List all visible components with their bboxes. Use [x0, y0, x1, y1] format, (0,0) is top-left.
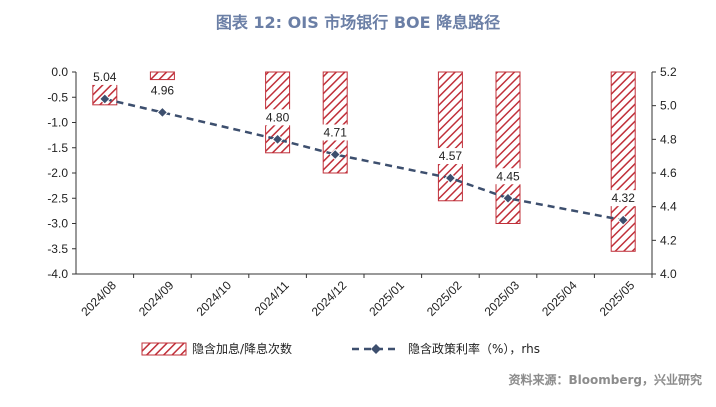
x-tick-label-2024/09: 2024/09	[136, 278, 177, 319]
x-tick-label-2024/10: 2024/10	[194, 278, 235, 319]
y-right-tick-label: 4.8	[660, 132, 677, 146]
y-left-tick-label: -2.0	[47, 166, 68, 180]
data-label-bg	[318, 124, 353, 141]
y-right-tick-label: 5.0	[660, 99, 677, 113]
data-label-2024/08: 5.04	[93, 70, 117, 84]
y-right-tick-label: 4.6	[660, 166, 677, 180]
y-left-tick-label: -3.5	[47, 242, 68, 256]
data-label-2025/02: 4.57	[439, 149, 463, 163]
data-label-2025/05: 4.32	[612, 191, 636, 205]
y-left-tick-label: -2.5	[47, 191, 68, 205]
figure-title: 图表 12: OIS 市场银行 BOE 降息路径	[215, 13, 501, 32]
data-label-bg	[433, 148, 468, 165]
line-layer	[99, 93, 629, 226]
source-note: 资料来源：Bloomberg，兴业研究	[508, 373, 703, 387]
legend-line-marker	[371, 344, 381, 354]
x-tick-label-2025/04: 2025/04	[539, 278, 580, 319]
y-right-tick-label: 5.2	[660, 65, 677, 79]
policy-rate-marker-2025/03	[502, 192, 514, 204]
legend-line-label: 隐含政策利率（%），rhs	[408, 341, 540, 356]
y-right-tick-label: 4.2	[660, 233, 677, 247]
legend: 隐含加息/降息次数 隐含政策利率（%），rhs	[141, 341, 540, 356]
bar-2025/03	[495, 71, 521, 224]
x-tick-label-2025/03: 2025/03	[482, 278, 523, 319]
data-label-bg	[491, 168, 525, 185]
x-tick-label-2024/12: 2024/12	[309, 278, 350, 319]
bar-2024/09	[149, 71, 175, 81]
y-left-tick-label: -4.0	[47, 267, 68, 281]
data-label-bg	[87, 68, 122, 85]
labels-layer: 5.04 4.96 4.80 4.71 4.57 4.45 4.32	[87, 68, 641, 207]
y-left-tick-label: -0.5	[47, 90, 68, 104]
y-left-tick-label: -1.5	[47, 141, 68, 155]
policy-rate-line	[104, 97, 624, 222]
data-label-2024/09: 4.96	[151, 83, 175, 97]
x-tick-label-2025/05: 2025/05	[597, 278, 638, 319]
policy-rate-marker-2024/08	[99, 93, 111, 105]
y-left-tick-label: -3.0	[47, 217, 68, 231]
policy-rate-marker-2025/02	[444, 172, 457, 184]
policy-rate-marker-2024/09	[156, 106, 169, 119]
x-tick-label-2024/11: 2024/11	[252, 278, 292, 318]
data-label-bg	[260, 109, 295, 126]
policy-rate-marker-2025/05	[617, 214, 629, 226]
legend-bar-swatch	[141, 342, 187, 356]
y-left-tick-label: 0.0	[51, 65, 68, 79]
data-label-bg	[606, 190, 641, 207]
policy-rate-marker-2024/12	[329, 148, 341, 161]
policy-rate-marker-2024/11	[271, 133, 284, 146]
legend-bar-label: 隐含加息/降息次数	[192, 341, 292, 356]
y-right-tick-label: 4.0	[660, 267, 677, 281]
x-tick-label-2025/01: 2025/01	[366, 278, 407, 319]
x-tick-label-2024/08: 2024/08	[78, 278, 119, 319]
data-label-2024/11: 4.80	[266, 110, 290, 124]
data-label-2024/12: 4.71	[324, 125, 348, 139]
axes-layer: 0.0 -0.5 -1.0 -1.5 -2.0 -2.5 -3.0 -3.5 -4.0 5.2 5.…	[47, 65, 677, 319]
y-left-tick-label: -1.0	[47, 116, 68, 130]
x-tick-label-2025/02: 2025/02	[424, 278, 465, 319]
y-right-tick-label: 4.4	[660, 200, 677, 214]
data-label-bg	[145, 82, 180, 99]
data-label-2025/03: 4.45	[496, 169, 520, 183]
